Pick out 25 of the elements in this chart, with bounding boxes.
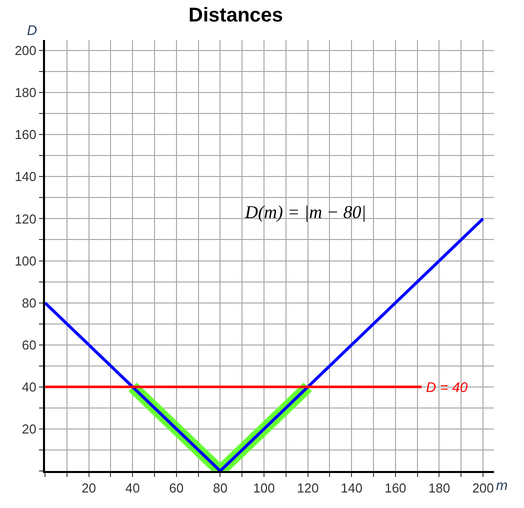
x-tick-label: 80 (212, 480, 228, 496)
y-tick-label: 120 (14, 211, 36, 226)
x-tick-label: 200 (472, 480, 494, 496)
x-tick-label: 60 (169, 480, 184, 496)
y-tick-label: 80 (22, 295, 36, 310)
y-tick-label: 40 (22, 379, 36, 394)
y-tick-label: 160 (14, 127, 36, 142)
y-tick-label: 60 (22, 337, 36, 352)
y-tick-label: 100 (14, 253, 36, 268)
x-tick-label: 100 (253, 480, 275, 496)
x-tick-label: 140 (340, 480, 362, 496)
x-tick-label: 40 (125, 480, 140, 496)
annotation: D(m) = |m − 80| (244, 202, 366, 222)
y-tick-label: 180 (14, 85, 36, 100)
x-tick-label: 180 (428, 480, 450, 496)
x-tick-label: 20 (82, 480, 96, 496)
y-axis-title: D (27, 22, 38, 38)
x-tick-label: 120 (296, 480, 319, 496)
x-tick-label: 160 (384, 480, 406, 496)
chart-title: Distances (188, 4, 284, 27)
x-axis-title: m (496, 477, 508, 493)
y-tick-label: 140 (14, 169, 36, 184)
ref-line-label: D = 40 (426, 379, 468, 395)
y-tick-label: 20 (22, 422, 36, 436)
y-tick-label: 200 (14, 43, 36, 58)
